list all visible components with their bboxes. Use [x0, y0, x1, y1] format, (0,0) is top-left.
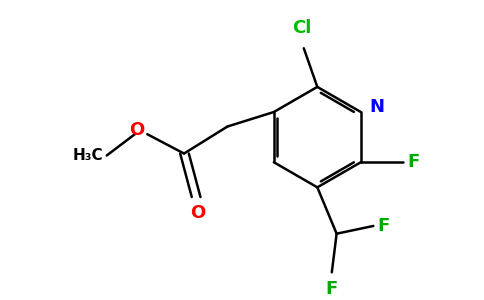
Text: F: F — [377, 217, 390, 235]
Text: F: F — [407, 153, 420, 171]
Text: O: O — [190, 204, 205, 222]
Text: O: O — [129, 122, 144, 140]
Text: F: F — [326, 280, 338, 298]
Text: Cl: Cl — [292, 19, 312, 37]
Text: H₃C: H₃C — [72, 148, 103, 163]
Text: N: N — [369, 98, 384, 116]
